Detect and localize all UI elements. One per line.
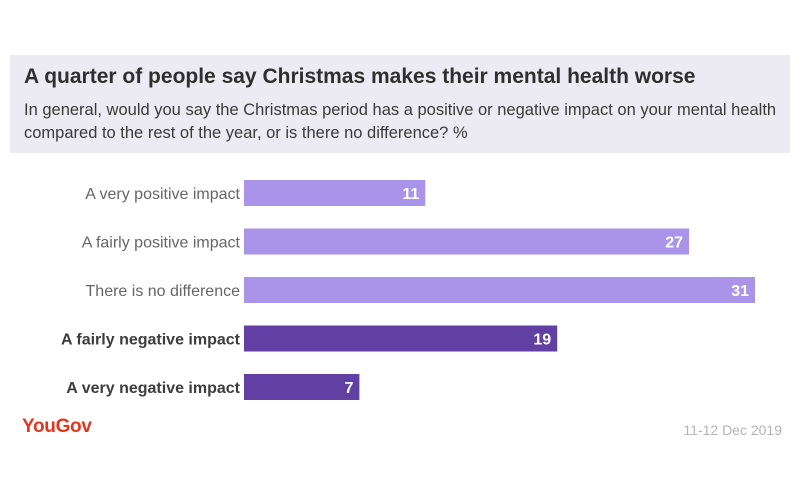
bar-3: [244, 325, 558, 352]
chart-title: A quarter of people say Christmas makes …: [24, 65, 696, 88]
bar-0: [244, 180, 426, 206]
header-panel: A quarter of people say Christmas makes …: [10, 55, 790, 153]
value-label-2: 31: [731, 283, 749, 300]
yougov-logo: YouGov: [22, 416, 92, 437]
bar-1: [244, 228, 690, 255]
survey-date: 11-12 Dec 2019: [683, 422, 782, 438]
category-label-0: A very positive impact: [85, 186, 240, 203]
category-label-1: A fairly positive impact: [82, 235, 241, 252]
bar-4: [244, 374, 360, 400]
category-label-3: A fairly negative impact: [61, 332, 241, 349]
category-label-2: There is no difference: [86, 283, 241, 300]
value-label-3: 19: [533, 332, 551, 349]
value-label-4: 7: [344, 380, 353, 397]
chart-subtitle: In general, would you say the Christmas …: [24, 101, 777, 142]
value-label-0: 11: [402, 186, 419, 203]
bar-2: [244, 277, 755, 303]
value-label-1: 27: [665, 235, 683, 252]
category-label-4: A very negative impact: [66, 380, 240, 397]
